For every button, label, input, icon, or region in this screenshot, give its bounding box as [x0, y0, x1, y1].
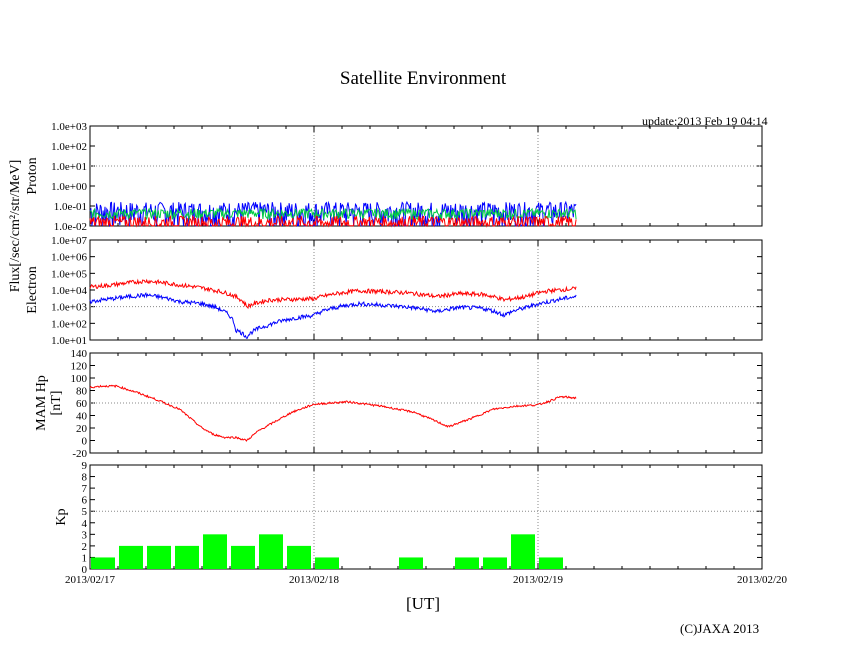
kp-bar — [399, 557, 423, 569]
kp-bar — [287, 545, 311, 569]
kp-bar — [539, 557, 563, 569]
proton-series-red — [89, 214, 577, 228]
ytick-label-electron: 1.0e+07 — [51, 235, 87, 247]
ytick-label-kp: 1 — [82, 552, 88, 564]
ytick-label-proton: 1.0e+01 — [51, 161, 87, 173]
ylabel-kp: Kp — [54, 508, 69, 525]
kp-bar — [259, 534, 283, 569]
ytick-label-mam: 140 — [71, 348, 88, 360]
ylabel-mam: MAM Hp — [34, 375, 49, 431]
ytick-label-mam: 0 — [82, 436, 88, 448]
ylabel-mam-unit: [nT] — [49, 391, 64, 416]
ytick-label-mam: 20 — [76, 423, 88, 435]
ytick-label-kp: 6 — [82, 495, 88, 507]
electron-series-blue — [89, 291, 577, 339]
ytick-label-mam: 120 — [71, 361, 88, 373]
ytick-label-mam: -20 — [72, 448, 87, 460]
ytick-label-kp: 9 — [82, 460, 88, 472]
ytick-label-kp: 3 — [82, 529, 88, 541]
ytick-label-proton: 1.0e-01 — [54, 201, 87, 213]
x-axis-label: [UT] — [406, 594, 440, 613]
kp-bar — [147, 545, 171, 569]
proton-series-green — [89, 207, 577, 221]
ytick-label-kp: 7 — [82, 483, 88, 495]
xtick-label: 2013/02/19 — [513, 574, 564, 586]
ytick-label-kp: 5 — [82, 506, 88, 518]
ytick-label-proton: 1.0e+02 — [51, 141, 87, 153]
kp-bar — [511, 534, 535, 569]
ytick-label-mam: 60 — [76, 398, 88, 410]
kp-bar — [91, 557, 115, 569]
ytick-label-kp: 8 — [82, 472, 88, 484]
kp-bar — [203, 534, 227, 569]
xtick-label: 2013/02/18 — [289, 574, 340, 586]
kp-bar — [119, 545, 143, 569]
ytick-label-kp: 4 — [82, 518, 88, 530]
kp-bar — [455, 557, 479, 569]
ytick-label-electron: 1.0e+01 — [51, 335, 87, 347]
flux-ylabel: Flux[/sec/cm²/str/MeV] — [8, 160, 23, 293]
ytick-label-electron: 1.0e+04 — [51, 285, 87, 297]
ytick-label-electron: 1.0e+02 — [51, 318, 87, 330]
ytick-label-proton: 1.0e+03 — [51, 121, 87, 133]
ytick-label-electron: 1.0e+05 — [51, 268, 87, 280]
ylabel-proton: Proton — [25, 157, 40, 194]
update-timestamp: update:2013 Feb 19 04:14 — [642, 114, 768, 128]
xtick-label: 2013/02/17 — [65, 574, 116, 586]
ytick-label-proton: 1.0e-02 — [54, 221, 87, 233]
ytick-label-electron: 1.0e+06 — [51, 252, 87, 264]
kp-bar — [175, 545, 199, 569]
panel-frame-electron — [89, 239, 763, 341]
mam-series-red — [89, 384, 577, 442]
ylabel-electron: Electron — [25, 266, 40, 313]
xtick-label: 2013/02/20 — [737, 574, 788, 586]
ytick-label-mam: 40 — [76, 411, 88, 423]
ytick-label-kp: 0 — [82, 564, 88, 576]
kp-bar — [315, 557, 339, 569]
chart-title: Satellite Environment — [339, 68, 507, 89]
ytick-label-mam: 100 — [71, 373, 88, 385]
ytick-label-mam: 80 — [76, 386, 88, 398]
ytick-label-kp: 2 — [82, 541, 88, 553]
ytick-label-electron: 1.0e+03 — [51, 302, 87, 314]
kp-bar — [231, 545, 255, 569]
kp-bar — [483, 557, 507, 569]
copyright-text: (C)JAXA 2013 — [680, 621, 760, 636]
ytick-label-proton: 1.0e+00 — [51, 181, 87, 193]
electron-series-red — [89, 278, 577, 310]
